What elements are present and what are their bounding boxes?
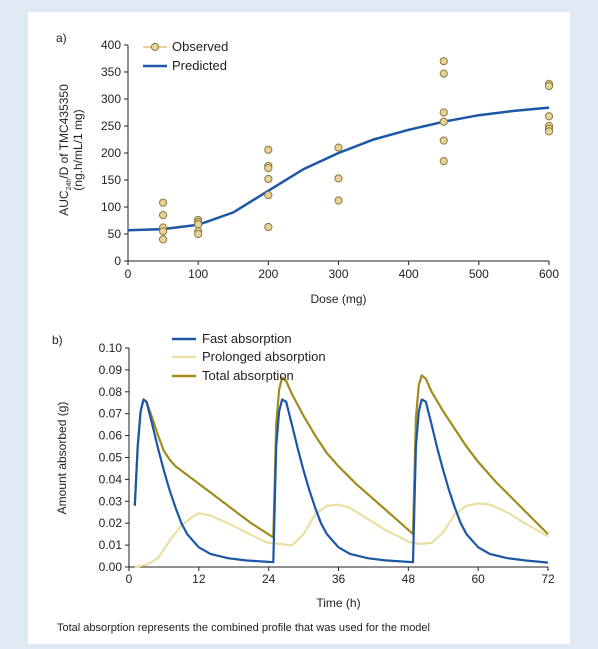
panel-b-y-tick-label: 0.10 xyxy=(99,341,123,355)
panel-b-y-tick-label: 0.02 xyxy=(99,516,123,530)
panel-b-y-tick-label: 0.01 xyxy=(99,538,123,552)
panel-a-x-label: Dose (mg) xyxy=(310,292,366,306)
panel-b-x-label: Time (h) xyxy=(316,596,360,610)
panel-a-label: a) xyxy=(56,31,67,45)
panel-a-y-label-line1: AUC24h/D of TMC435350 xyxy=(57,84,73,216)
figure-caption: Total absorption represents the combined… xyxy=(57,622,430,634)
panel-a-x-tick-label: 200 xyxy=(258,267,278,281)
panel-b-y-tick-label: 0.00 xyxy=(99,560,123,574)
panel-a-x-tick-label: 400 xyxy=(399,267,419,281)
panel-a-x-tick-label: 0 xyxy=(125,267,132,281)
panel-a-observed-point xyxy=(264,164,273,173)
panel-b-y-tick-label: 0.03 xyxy=(99,494,123,508)
panel-a-observed-point xyxy=(544,81,554,91)
panel-b-y-tick-label: 0.09 xyxy=(99,363,123,377)
panel-a-y-label-line2: (ng.h/mL/1 mg) xyxy=(71,109,85,190)
figure-svg: a) 0 50 100 150 200 250 300 350 400 0 100 200 300 400 5… xyxy=(52,31,559,610)
panel-a-observed-point xyxy=(194,220,203,229)
panel-b-y-tick-label: 0.07 xyxy=(99,407,123,421)
panel-b-x-tick-label: 0 xyxy=(126,572,133,586)
panel-a-observed-point xyxy=(158,227,168,236)
panel-a-observed-point xyxy=(334,174,343,183)
panel-b-y-tick-label: 0.08 xyxy=(99,385,123,399)
panel-a-observed-point xyxy=(439,136,448,145)
panel-a-observed-point xyxy=(439,57,448,66)
panel-b-y-tick-label: 0.05 xyxy=(99,451,123,465)
panel-a-x-tick-label: 600 xyxy=(539,267,559,281)
panel-b-series-total-absorption xyxy=(133,374,549,539)
panel-b-y-label: Amount absorbed (g) xyxy=(55,402,69,515)
panel-a-observed-point xyxy=(544,127,554,136)
panel-b-legend-prolonged-absorption-label: Prolonged absorption xyxy=(202,349,326,364)
panel-a-observed-point xyxy=(544,112,554,121)
panel-a-y-tick-label: 50 xyxy=(108,227,122,241)
panel-a-x-tick-label: 500 xyxy=(469,267,489,281)
panel-a-y-tick-label: 350 xyxy=(101,65,121,79)
panel-b-y-tick-label: 0.06 xyxy=(99,429,123,443)
panel-a-observed-point xyxy=(439,117,448,126)
panel-b-x-tick-label: 48 xyxy=(402,572,416,586)
panel-b-y-tick-label: 0.04 xyxy=(99,472,123,486)
panel-b-legend-total-absorption-label: Total absorption xyxy=(202,368,294,383)
panel-a-observed-point xyxy=(158,211,168,220)
panel-a-legend-observed-label: Observed xyxy=(172,39,228,54)
panel-b-x-tick-label: 72 xyxy=(541,572,555,586)
panel-b-label: b) xyxy=(52,333,63,347)
panel-b-legend-fast-absorption-label: Fast absorption xyxy=(202,331,292,346)
panel-b-series-prolonged-absorption xyxy=(134,502,549,569)
panel-a-y-tick-label: 0 xyxy=(114,254,121,268)
panel-a-y-tick-label: 100 xyxy=(101,200,121,214)
panel-b-x-tick-label: 36 xyxy=(332,572,346,586)
panel-a-observed-point xyxy=(264,174,273,184)
figure-panel: a) 0 50 100 150 200 250 300 350 400 0 100 200 300 400 5… xyxy=(28,12,570,644)
panel-a-observed-point xyxy=(194,229,203,239)
panel-a-observed-point xyxy=(264,222,273,232)
panel-a-observed-point xyxy=(334,196,343,205)
panel-a-observed-point xyxy=(439,69,448,78)
panel-b-x-tick-label: 12 xyxy=(192,572,206,586)
panel-b-series-fast-absorption xyxy=(133,398,549,564)
panel-a-legend-predicted-label: Predicted xyxy=(172,58,227,73)
panel-a-observed-point xyxy=(158,198,168,207)
panel-a-y-tick-label: 150 xyxy=(101,173,121,187)
panel-a-predicted-line xyxy=(127,106,550,232)
panel-a-x-tick-label: 300 xyxy=(328,267,348,281)
panel-a-legend-observed-marker xyxy=(150,42,160,52)
panel-a-observed-point xyxy=(439,157,448,166)
panel-a-observed-point xyxy=(439,108,448,117)
panel-a-y-tick-label: 250 xyxy=(101,119,121,133)
panel-a-y-tick-label: 200 xyxy=(101,146,121,160)
panel-b-x-tick-label: 60 xyxy=(471,572,485,586)
panel-a-x-tick-label: 100 xyxy=(188,267,208,281)
panel-a-observed-point xyxy=(334,143,343,152)
panel-a-observed-point xyxy=(264,145,273,154)
panel-a-observed-point xyxy=(158,235,168,244)
panel-b-x-tick-label: 24 xyxy=(262,572,276,586)
panel-a-observed-point xyxy=(264,191,273,200)
panel-a-y-tick-label: 400 xyxy=(101,38,121,52)
panel-a-y-tick-label: 300 xyxy=(101,92,121,106)
